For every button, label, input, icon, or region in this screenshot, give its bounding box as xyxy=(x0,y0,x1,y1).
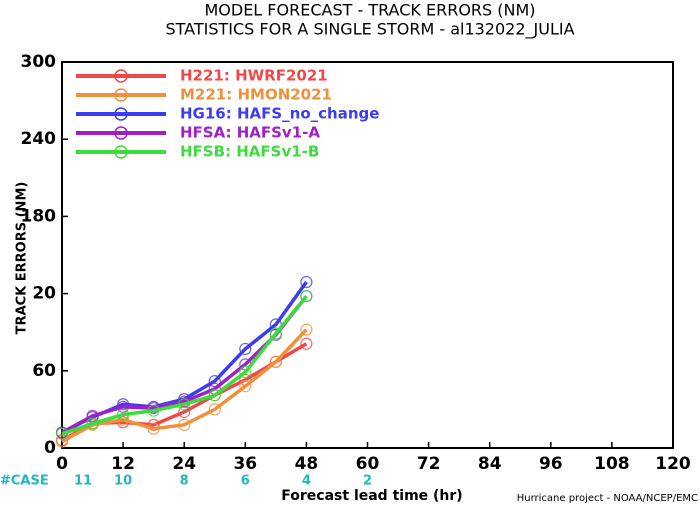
legend-label: HFSA: HAFSv1-A xyxy=(180,124,320,142)
y-tick-label: 60 xyxy=(32,361,56,381)
series-point xyxy=(86,417,99,430)
series-point xyxy=(239,365,252,379)
legend-label: HG16: HAFS_no_change xyxy=(180,105,379,123)
series-point xyxy=(116,408,130,421)
x-tick-label: 24 xyxy=(172,454,196,474)
case-count: 10 xyxy=(114,474,132,489)
series-point xyxy=(208,389,221,402)
series-point xyxy=(208,403,221,416)
series-point xyxy=(239,380,252,393)
legend-label: M221: HMON2021 xyxy=(180,86,332,104)
series-point xyxy=(300,275,313,289)
y-axis-label: TRACK ERRORS (NM) xyxy=(15,182,30,335)
x-axis-label: Forecast lead time (hr) xyxy=(281,488,462,504)
series-line xyxy=(61,295,308,436)
footer: Hurricane project - NOAA/NCEP/EMC xyxy=(517,493,698,504)
series-point xyxy=(55,427,69,440)
x-tick-label: 12 xyxy=(111,454,135,474)
x-tick-label: 0 xyxy=(56,454,68,474)
series-point xyxy=(147,422,160,435)
case-count: 8 xyxy=(180,474,189,489)
x-tick-label: 48 xyxy=(295,454,319,474)
legend-marker xyxy=(114,88,128,102)
x-tick-label: 72 xyxy=(417,454,441,474)
series-point xyxy=(147,404,160,417)
x-tick-label: 36 xyxy=(233,454,257,474)
series-point xyxy=(86,409,99,422)
legend-marker xyxy=(114,69,128,83)
legend-label: HFSB: HAFSv1-B xyxy=(180,143,319,161)
series-point xyxy=(116,400,130,413)
case-count: 6 xyxy=(241,474,250,489)
series-point xyxy=(55,435,69,448)
case-label: #CASE xyxy=(0,474,49,489)
series-point xyxy=(178,398,191,411)
case-count: 2 xyxy=(363,474,372,489)
series-point xyxy=(178,418,191,431)
chart-title: MODEL FORECAST - TRACK ERRORS (NM) xyxy=(204,1,535,20)
legend-label: H221: HWRF2021 xyxy=(180,67,328,85)
series-point xyxy=(239,342,252,356)
series-line xyxy=(61,328,308,444)
y-tick-label: 0 xyxy=(44,438,56,458)
series-point xyxy=(269,327,282,340)
legend-marker xyxy=(114,145,128,159)
y-tick-label: 300 xyxy=(21,52,57,72)
series-point xyxy=(300,337,313,350)
series-point xyxy=(178,405,191,419)
x-tick-label: 60 xyxy=(356,454,380,474)
series-point xyxy=(269,355,282,368)
legend-marker xyxy=(114,107,128,121)
y-tick-label: 20 xyxy=(32,284,56,304)
x-tick-label: 84 xyxy=(478,454,502,474)
chart-subtitle: STATISTICS FOR A SINGLE STORM - al132022… xyxy=(165,20,574,40)
y-tick-label: 240 xyxy=(21,129,57,149)
series-point xyxy=(300,323,313,336)
series-point xyxy=(300,290,313,303)
x-tick-label: 108 xyxy=(594,454,630,474)
legend-marker xyxy=(114,126,128,140)
x-tick-label: 120 xyxy=(655,454,691,474)
y-tick-label: 180 xyxy=(21,206,57,226)
case-count: 11 xyxy=(74,474,92,489)
case-count: 4 xyxy=(302,474,311,489)
x-tick-label: 96 xyxy=(539,454,563,474)
